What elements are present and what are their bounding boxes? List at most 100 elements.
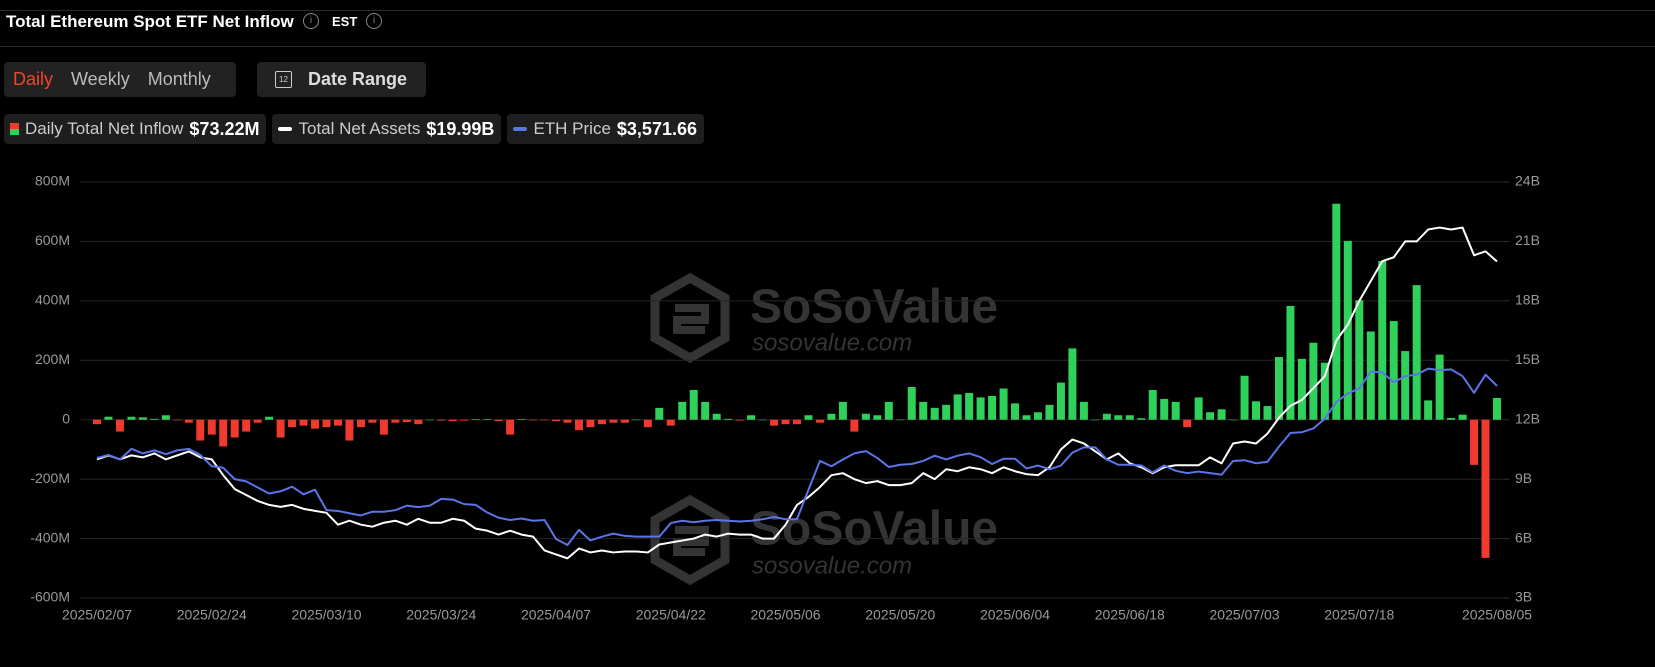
bar bbox=[804, 415, 813, 420]
bar bbox=[873, 415, 882, 420]
bar bbox=[540, 419, 549, 421]
bar bbox=[1160, 398, 1169, 420]
info-icon[interactable]: i bbox=[303, 13, 319, 29]
bar bbox=[299, 419, 308, 426]
legend-icon bbox=[513, 127, 528, 131]
bar bbox=[655, 407, 664, 420]
bar bbox=[437, 419, 446, 421]
x-tick-label: 2025/08/05 bbox=[1462, 607, 1532, 623]
watermark-brand: SoSoValue bbox=[750, 281, 998, 334]
bar bbox=[104, 416, 113, 420]
bar bbox=[632, 419, 641, 421]
period-button[interactable]: Monthly bbox=[147, 69, 211, 89]
y2-tick-label: 3B bbox=[1515, 589, 1532, 605]
bar bbox=[1493, 397, 1501, 420]
bar bbox=[1332, 203, 1341, 420]
period-button[interactable]: Daily bbox=[13, 69, 54, 89]
bar bbox=[230, 419, 239, 438]
legend-icon bbox=[10, 123, 19, 135]
bar bbox=[861, 413, 870, 420]
bar bbox=[1079, 401, 1088, 420]
bar bbox=[1229, 419, 1238, 421]
info-icon[interactable]: i bbox=[366, 13, 382, 29]
bar bbox=[288, 419, 297, 428]
watermark-brand: SoSoValue bbox=[750, 503, 998, 556]
y2-tick-label: 15B bbox=[1515, 351, 1540, 367]
bar bbox=[827, 413, 836, 420]
bar bbox=[735, 419, 744, 421]
x-tick-label: 2025/06/18 bbox=[1095, 607, 1165, 623]
bar bbox=[930, 407, 939, 420]
bar bbox=[815, 419, 824, 423]
bar bbox=[173, 419, 182, 421]
bar bbox=[93, 419, 101, 425]
period-button[interactable]: Weekly bbox=[71, 69, 130, 89]
bar bbox=[1401, 351, 1410, 420]
date-range-button[interactable]: 12 Date Range bbox=[257, 62, 426, 97]
bar bbox=[1320, 362, 1329, 420]
bar bbox=[1297, 358, 1306, 420]
bar bbox=[678, 401, 687, 420]
bar bbox=[1068, 348, 1077, 420]
bar bbox=[953, 394, 962, 420]
bar bbox=[907, 387, 916, 420]
bar bbox=[322, 419, 331, 428]
bar bbox=[747, 415, 756, 420]
x-tick-label: 2025/03/24 bbox=[406, 607, 476, 623]
bar bbox=[609, 419, 618, 423]
bar bbox=[1366, 331, 1375, 420]
bar bbox=[1424, 400, 1433, 420]
legend-icon bbox=[278, 127, 293, 131]
y-tick-label: 400M bbox=[35, 292, 70, 308]
legend-item[interactable]: ETH Price $3,571.66 bbox=[507, 114, 704, 144]
bar bbox=[425, 419, 434, 421]
bar bbox=[150, 418, 159, 420]
bar bbox=[1309, 342, 1318, 420]
bar bbox=[1114, 415, 1123, 420]
x-tick-label: 2025/03/10 bbox=[291, 607, 361, 623]
y2-tick-label: 24B bbox=[1515, 173, 1540, 189]
x-tick-label: 2025/07/18 bbox=[1324, 607, 1394, 623]
bar bbox=[1194, 397, 1203, 420]
bar bbox=[207, 419, 216, 435]
bar bbox=[770, 419, 779, 426]
bar bbox=[391, 419, 400, 423]
date-range-label: Date Range bbox=[308, 69, 408, 89]
bar bbox=[620, 419, 629, 423]
bar bbox=[1206, 412, 1215, 420]
legend-item[interactable]: Daily Total Net Inflow $73.22M bbox=[4, 114, 267, 144]
bar bbox=[517, 419, 526, 420]
bar bbox=[311, 419, 320, 429]
bar bbox=[276, 419, 285, 438]
bar bbox=[884, 401, 893, 420]
legend-item[interactable]: Total Net Assets $19.99B bbox=[272, 114, 502, 144]
bar bbox=[1091, 419, 1100, 421]
bar bbox=[999, 388, 1008, 420]
bar bbox=[379, 419, 388, 435]
bar bbox=[701, 401, 710, 420]
bar bbox=[1263, 406, 1272, 420]
legend-name: Daily Total Net Inflow bbox=[25, 119, 184, 138]
bar bbox=[666, 419, 675, 426]
watermark-url: sosovalue.com bbox=[752, 329, 912, 356]
bar bbox=[1458, 414, 1467, 420]
line bbox=[96, 226, 1498, 560]
bar bbox=[333, 419, 342, 426]
bar bbox=[1125, 415, 1134, 420]
bar bbox=[965, 392, 974, 420]
bar bbox=[1447, 417, 1456, 420]
bar bbox=[1056, 382, 1065, 420]
bar bbox=[1470, 419, 1479, 465]
bar bbox=[724, 418, 733, 420]
bar bbox=[1022, 415, 1031, 420]
bar bbox=[219, 419, 228, 447]
watermark: SoSoValue sosovalue.com SoSoValue sosova… bbox=[650, 272, 998, 586]
y2-tick-label: 21B bbox=[1515, 232, 1540, 248]
bar bbox=[597, 419, 606, 425]
bar bbox=[1435, 354, 1444, 420]
bar bbox=[1378, 261, 1387, 420]
bar bbox=[976, 397, 985, 420]
bar bbox=[988, 395, 997, 420]
bar bbox=[471, 419, 480, 420]
